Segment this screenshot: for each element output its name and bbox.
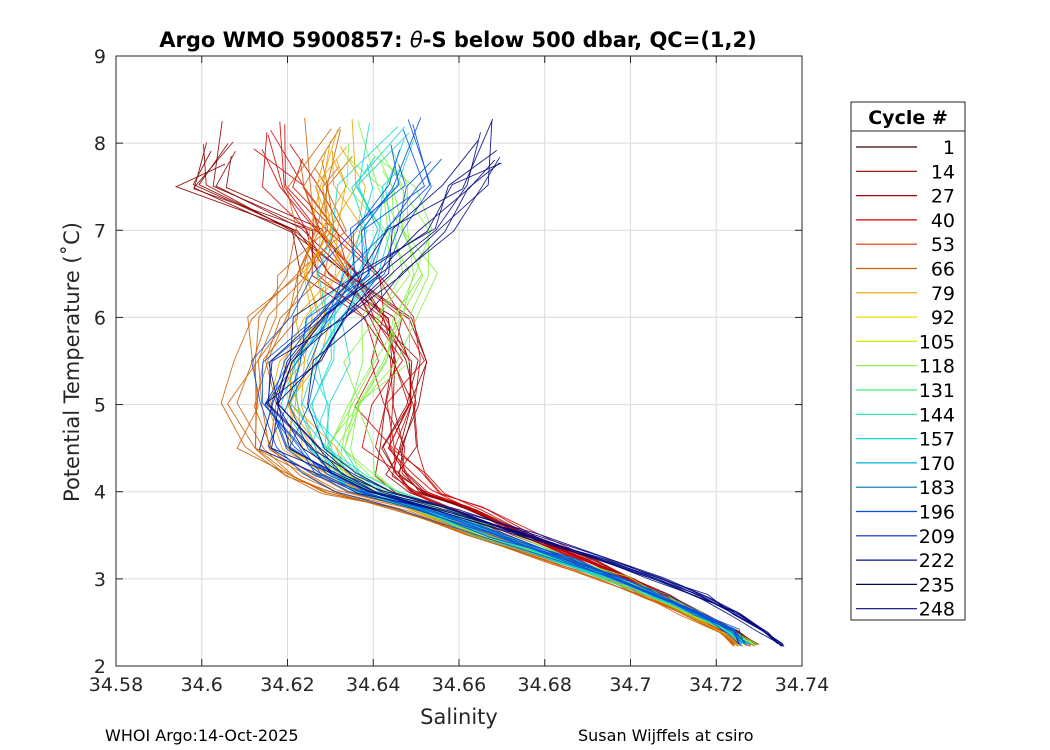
y-tick-label: 4 — [94, 482, 106, 504]
profile-line — [301, 140, 750, 645]
legend-entry-label: 1 — [943, 137, 955, 159]
x-tick-label: 34.64 — [346, 674, 400, 696]
x-tick-label: 34.58 — [89, 674, 143, 696]
legend-entry-label: 170 — [919, 453, 955, 475]
x-tick-label: 34.7 — [609, 674, 651, 696]
legend-entry-label: 196 — [919, 502, 955, 524]
profile-line — [357, 143, 752, 644]
y-tick-label: 2 — [94, 656, 106, 678]
legend-entry-label: 105 — [919, 331, 955, 353]
legend-entry-label: 27 — [931, 186, 955, 208]
legend-entry-label: 92 — [931, 307, 955, 329]
legend-entry-label: 222 — [919, 550, 955, 572]
legend-entry-label: 66 — [931, 259, 955, 281]
profile-line — [265, 120, 778, 645]
profile-line — [257, 129, 740, 644]
legend-entry-label: 40 — [931, 210, 955, 232]
legend-box — [850, 101, 966, 621]
profile-line — [266, 140, 746, 646]
profile-line — [258, 118, 785, 647]
legend-entry-label: 209 — [919, 526, 955, 548]
y-tick-label: 6 — [94, 307, 106, 329]
profile-line — [268, 150, 781, 645]
x-axis-ticks: 34.58 34.6 34.62 34.64 34.66 34.68 34.7 34.72 34… — [89, 56, 829, 696]
legend-entry-label: 131 — [919, 380, 955, 402]
y-tick-label: 5 — [94, 395, 106, 417]
x-tick-label: 34.62 — [260, 674, 314, 696]
legend-items: 1142740536679921051181311441571701831962… — [856, 137, 955, 621]
legend-entry-label: 157 — [919, 429, 955, 451]
y-axis-label: Potential Temperature (˚C) — [60, 222, 84, 502]
x-tick-label: 34.74 — [775, 674, 829, 696]
legend-entry-label: 248 — [919, 599, 955, 621]
y-tick-label: 3 — [94, 569, 106, 591]
profile-line — [271, 140, 783, 647]
y-axis-ticks: 2 3 4 5 6 7 8 9 — [94, 46, 802, 678]
chart-title: Argo WMO 5900857: θ-S below 500 dbar, QC… — [159, 28, 756, 52]
footer-credit-left: WHOI Argo:14-Oct-2025 — [105, 726, 299, 745]
legend-entry-label: 144 — [919, 404, 955, 426]
legend-entry-label: 53 — [931, 234, 955, 256]
profile-line — [276, 159, 784, 646]
profile-line — [276, 132, 782, 647]
legend-entry-label: 79 — [931, 283, 955, 305]
y-tick-label: 9 — [94, 46, 106, 68]
legend-title: Cycle # — [868, 107, 948, 129]
legend-entry-label: 235 — [919, 574, 955, 596]
legend-entry-label: 183 — [919, 477, 955, 499]
x-axis-label: Salinity — [420, 705, 498, 729]
y-tick-label: 7 — [94, 220, 106, 242]
footer-credit-right: Susan Wijffels at csiro — [578, 726, 754, 745]
profile-lines — [174, 117, 785, 647]
profile-line — [288, 158, 740, 645]
profile-line — [343, 154, 752, 644]
legend-entry-label: 118 — [919, 356, 955, 378]
x-tick-label: 34.6 — [181, 674, 223, 696]
x-tick-label: 34.66 — [432, 674, 486, 696]
x-tick-label: 34.68 — [518, 674, 572, 696]
y-tick-label: 8 — [94, 133, 106, 155]
legend-entry-label: 14 — [931, 161, 955, 183]
x-tick-label: 34.72 — [689, 674, 743, 696]
profile-line — [236, 117, 738, 645]
